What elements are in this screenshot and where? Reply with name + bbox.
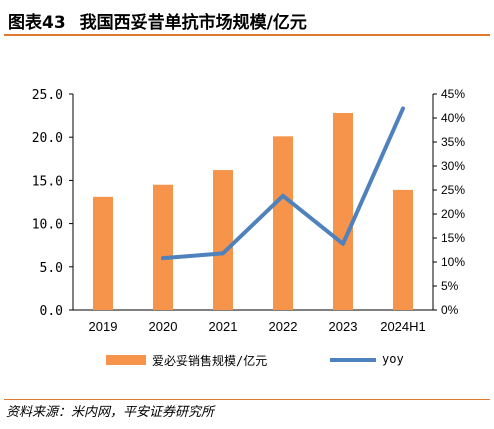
y-right-tick-label: 0% — [441, 303, 459, 317]
x-tick-label: 2022 — [269, 319, 298, 334]
x-tick-label: 2024H1 — [380, 319, 426, 334]
y-right-tick-label: 20% — [441, 207, 465, 221]
bar-2019 — [93, 196, 113, 310]
y-right-tick-label: 35% — [441, 135, 465, 149]
x-tick-label: 2021 — [209, 319, 238, 334]
source-divider — [4, 399, 490, 400]
y-right-tick-label: 40% — [441, 111, 465, 125]
y-left-tick-label: 0.0 — [40, 304, 63, 319]
y-left-tick-label: 15.0 — [32, 174, 63, 189]
y-left-tick-label: 5.0 — [40, 261, 63, 276]
figure-title-text: 我国西妥昔单抗市场规模/亿元 — [79, 13, 307, 33]
chart-area: 0.0 5.0 10.0 15.0 20.0 25.0 0% 5% 10% 15% 20% 25% 30… — [32, 87, 466, 334]
y-left-tick-label: 10.0 — [32, 218, 63, 233]
y-left-tick-label: 25.0 — [32, 88, 63, 103]
x-tick-label: 2023 — [329, 319, 358, 334]
bar-2021 — [213, 170, 233, 310]
bar-2020 — [153, 184, 173, 310]
figure-title: 图表43 我国西妥昔单抗市场规模/亿元 — [8, 8, 307, 33]
legend-line-label: yoy — [382, 352, 404, 366]
y-right-tick-label: 30% — [441, 159, 465, 173]
y-right-tick-label: 15% — [441, 231, 465, 245]
x-tick-label: 2019 — [89, 319, 118, 334]
bar-2024H1 — [393, 189, 413, 310]
y-right-tick-label: 45% — [441, 87, 465, 101]
y-right-tick-label: 10% — [441, 255, 465, 269]
x-tick-label: 2020 — [149, 319, 178, 334]
y-right-tick-label: 25% — [441, 183, 465, 197]
bar-2022 — [273, 136, 293, 310]
bar-2023 — [333, 113, 353, 311]
legend-bar-swatch — [106, 355, 146, 365]
y-left-tick-label: 20.0 — [32, 131, 63, 146]
y-right-tick-label: 5% — [441, 279, 459, 293]
source-note: 资料来源：米内网，平安证券研究所 — [6, 405, 215, 420]
figure-title-bar: 图表43 我国西妥昔单抗市场规模/亿元 — [4, 4, 490, 36]
legend-line-swatch — [330, 358, 376, 362]
figure-number: 图表43 — [8, 13, 66, 33]
legend-bar-label: 爱必妥销售规模/亿元 — [152, 354, 268, 368]
